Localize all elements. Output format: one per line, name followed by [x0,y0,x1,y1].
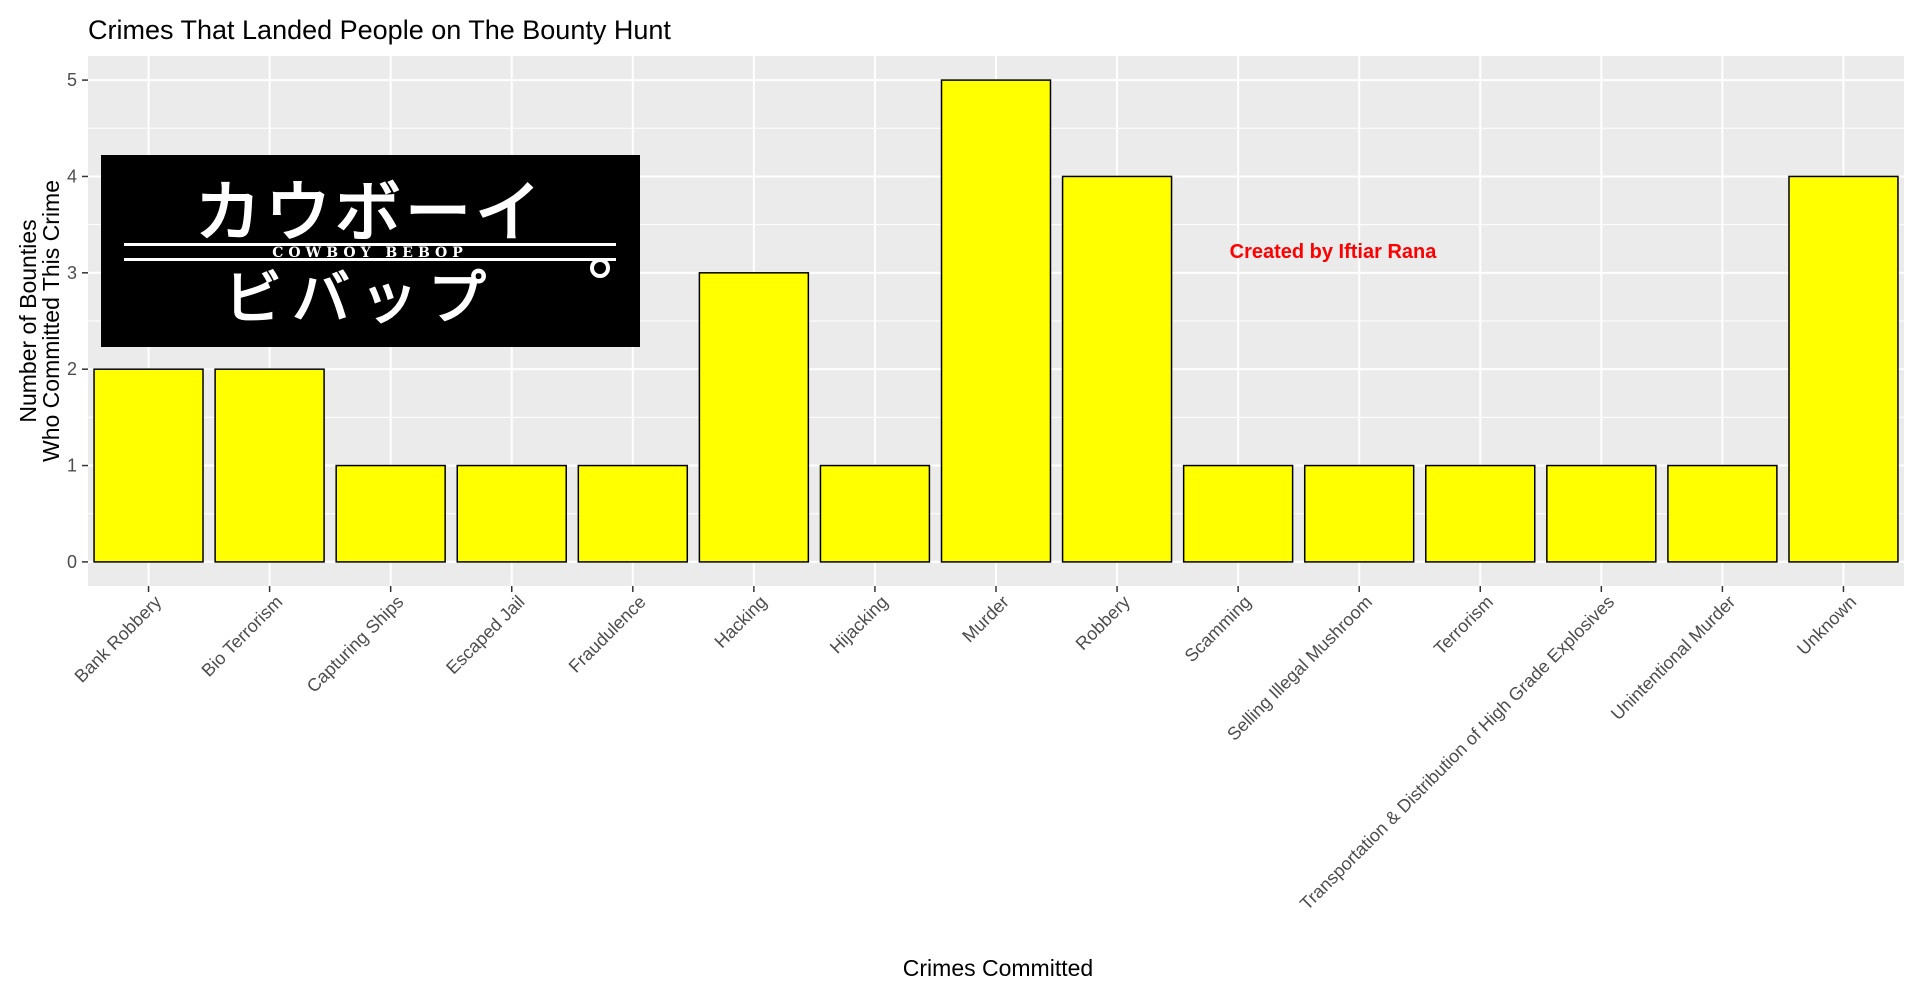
y-tick-label: 0 [67,552,77,572]
x-tick-label: Unintentional Murder [1607,592,1739,724]
x-tick-label: Murder [958,592,1012,646]
y-tick-label: 4 [67,166,77,186]
x-tick-label: Unknown [1793,592,1860,659]
bar-scamming [1182,464,1294,563]
bars [93,79,1899,563]
x-tick-label: Hacking [711,592,771,652]
chart-title: Crimes That Landed People on The Bounty … [88,15,671,45]
y-tick-label: 1 [67,456,77,476]
bar-unknown [1788,175,1899,563]
x-tick-label: Fraudulence [565,592,650,677]
x-tick-label: Bank Robbery [71,592,166,687]
x-axis-ticks: Bank Robbery Bio Terrorism Capturing Ships… [71,586,1860,914]
y-axis-title-line-1: Number of Bounties [15,219,41,422]
x-tick-label: Terrorism [1430,592,1497,659]
y-tick-label: 2 [67,359,77,379]
bar-transportation-distribution-of-high-grade-explosives [1546,464,1657,563]
bar-capturing-ships [335,464,446,563]
x-tick-label: Hijacking [826,592,892,658]
logo-katakana-bottom: ビバップ [224,264,496,332]
credit-annotation: Created by Iftiar Rana [1230,241,1438,263]
bar-terrorism [1425,464,1536,563]
x-tick-label: Bio Terrorism [198,592,287,681]
x-tick-label: Robbery [1072,592,1134,654]
bar-robbery [1061,175,1173,563]
logo-katakana-top: カウボーイ [195,174,545,251]
y-axis-title: Number of Bounties Who Committed This Cr… [15,180,64,462]
bar-murder [940,79,1052,563]
x-tick-label: Scamming [1181,592,1255,666]
bar-bio-terrorism [214,368,325,563]
logo-banner-text: COWBOY BEBOP [272,245,468,261]
cowboy-bebop-logo: カウボーイ COWBOY BEBOP ビバップ [101,155,640,347]
y-tick-label: 3 [67,263,77,283]
y-axis-ticks: 0 1 2 3 4 5 [67,70,88,572]
x-axis-title: Crimes Committed [903,955,1093,981]
x-tick-label: Escaped Jail [442,592,528,678]
bar-unintentional-murder [1667,464,1778,563]
bar-hacking [698,272,810,563]
bar-escaped-jail [456,464,567,563]
bar-selling-illegal-mushroom [1303,464,1415,563]
y-tick-label: 5 [67,70,77,90]
bar-hijacking [819,464,931,563]
bar-fraudulence [577,464,689,563]
bar-bank-robbery [93,368,204,563]
x-tick-label: Capturing Ships [303,592,408,697]
y-axis-title-line-2: Who Committed This Crime [38,180,64,462]
